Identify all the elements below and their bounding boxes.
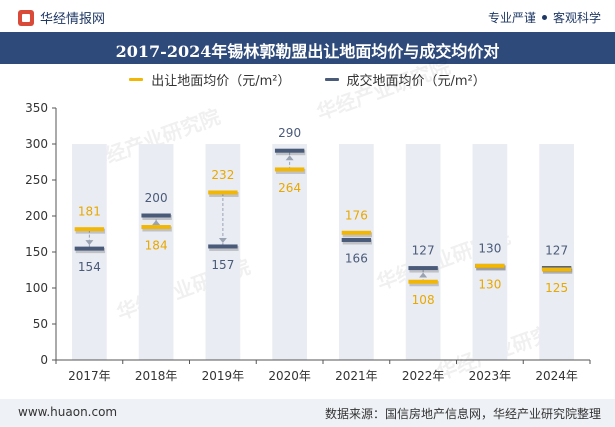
brand-name: 华经情报网 [40,12,106,27]
deal-price-marker [341,237,372,242]
y-tick-label: 150 [25,245,48,259]
background-column [539,144,574,360]
footer-website: www.huaon.com [18,405,118,419]
deal-price-marker [141,213,171,218]
transfer-data-label: 232 [211,168,234,182]
top-header: 华经情报网 专业严谨 客观科学 [0,0,615,32]
diff-arrow-icon [419,272,428,278]
y-tick-label: 350 [25,101,48,115]
transfer-price-marker [341,230,372,235]
tagline: 专业严谨 客观科学 [488,9,601,26]
brand-logo-icon [18,9,34,26]
deal-data-label: 200 [145,191,168,205]
chart-title: 2017-2024年锡林郭勒盟出让地面均价与成交均价对 [115,42,500,61]
transfer-price-marker [274,167,305,172]
footer-source: 数据来源：国信房地产信息网，华经产业研究院整理 [324,407,601,421]
legend-item-deal: 成交地面均价（元/m²） [324,70,486,89]
deal-data-label: 127 [545,244,568,258]
background-column [272,144,307,360]
dot-separator-icon [541,15,547,20]
chart-legend: 出让地面均价（元/m²） 成交地面均价（元/m²） [0,70,615,89]
diff-arrow-icon [285,155,294,161]
transfer-data-label: 184 [145,239,168,253]
legend-item-transfer: 出让地面均价（元/m²） [129,70,291,89]
transfer-price-marker [475,263,505,268]
deal-price-marker [74,246,105,251]
background-column [472,144,508,360]
y-tick-label: 100 [25,281,48,295]
brand: 华经情报网 [18,8,105,27]
background-column [138,144,174,360]
transfer-price-marker [408,279,438,284]
deal-data-label: 166 [345,251,368,265]
x-tick-label: 2020年 [268,369,311,383]
y-tick-label: 50 [33,317,48,331]
title-bar: 2017-2024年锡林郭勒盟出让地面均价与成交均价对 [0,32,615,64]
transfer-data-label: 130 [478,277,501,291]
x-tick-label: 2017年 [68,369,111,383]
deal-data-label: 130 [478,241,501,255]
deal-price-marker [274,148,305,153]
x-tick-label: 2019年 [202,369,245,383]
y-tick-label: 0 [40,353,48,367]
x-tick-label: 2021年 [335,369,378,383]
legend-swatch-deal-icon [324,78,339,81]
y-tick-label: 200 [25,209,48,223]
legend-label-deal: 成交地面均价（元/m²） [346,74,486,89]
transfer-data-label: 125 [545,281,568,295]
diff-arrow-icon [218,237,227,243]
diff-arrow-icon [85,240,94,246]
transfer-price-marker [208,190,238,195]
footer: www.huaon.com 数据来源：国信房地产信息网，华经产业研究院整理 [0,399,615,427]
deal-data-label: 157 [211,258,234,272]
transfer-price-marker [74,227,105,232]
y-tick-label: 300 [25,137,48,151]
x-tick-label: 2023年 [469,369,512,383]
watermark-text: 华经产业研究院 [314,54,454,124]
x-tick-label: 2024年 [535,369,578,383]
transfer-price-marker [541,267,572,272]
deal-data-label: 290 [278,126,301,140]
background-column [205,144,241,360]
legend-swatch-transfer-icon [129,78,144,81]
tagline-left: 专业严谨 [487,11,536,25]
x-tick-label: 2022年 [402,369,445,383]
transfer-price-marker [141,225,171,230]
deal-data-label: 154 [78,260,101,274]
background-column [339,144,374,360]
legend-label-transfer: 出让地面均价（元/m²） [151,74,291,89]
y-tick-label: 250 [25,173,48,187]
x-tick-label: 2018年 [135,369,178,383]
background-column [405,144,441,360]
transfer-data-label: 264 [278,181,301,195]
background-column [72,144,107,360]
deal-price-marker [408,266,438,271]
transfer-data-label: 181 [78,205,101,219]
deal-price-marker [208,244,238,249]
diff-arrow-icon [152,220,161,225]
transfer-data-label: 176 [345,208,368,222]
tagline-right: 客观科学 [552,11,601,25]
deal-data-label: 127 [412,244,435,258]
transfer-data-label: 108 [412,293,435,307]
